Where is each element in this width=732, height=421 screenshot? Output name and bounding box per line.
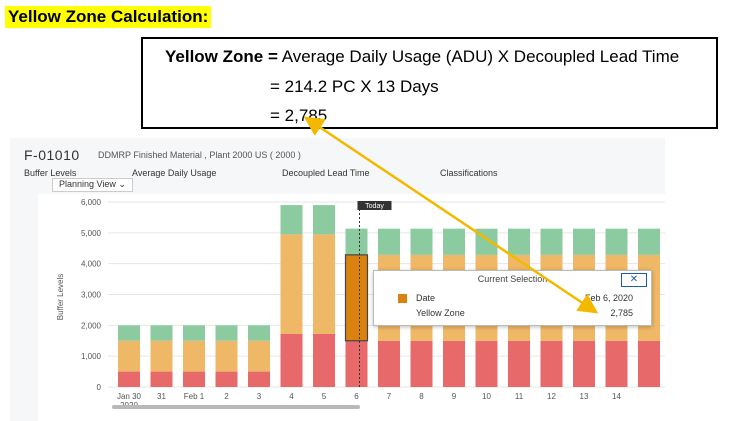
- bar-segment[interactable]: [475, 228, 498, 255]
- bar-segment[interactable]: [605, 340, 628, 387]
- x-tick-label: 13: [580, 392, 589, 401]
- selection-color-swatch: [398, 294, 407, 303]
- x-tick-label: 11: [515, 392, 524, 401]
- tab-average-daily-usage[interactable]: Average Daily Usage: [132, 168, 217, 178]
- today-label: Today: [365, 203, 384, 210]
- date-value: Feb 6, 2020: [584, 293, 633, 303]
- bar-segment[interactable]: [378, 228, 400, 255]
- bar-segment[interactable]: [638, 340, 660, 387]
- page-title: Yellow Zone Calculation:: [5, 6, 212, 28]
- bar-segment[interactable]: [475, 340, 498, 387]
- y-tick-label: 2,000: [81, 321, 102, 330]
- close-button[interactable]: ✕: [621, 273, 647, 287]
- bar-segment[interactable]: [410, 340, 433, 387]
- x-tick-label: 7: [387, 392, 392, 401]
- bar-segment[interactable]: [313, 205, 335, 235]
- x-tick-label: 14: [612, 392, 621, 401]
- x-tick-label: 9: [452, 392, 457, 401]
- y-tick-label: 0: [97, 383, 102, 392]
- bar-segment[interactable]: [215, 325, 238, 341]
- bar-segment[interactable]: [410, 228, 433, 255]
- formula-label: Yellow Zone =: [165, 47, 278, 66]
- x-tick-label: 6: [354, 392, 359, 401]
- chevron-down-icon: ⌄: [118, 179, 126, 189]
- x-tick-label: 2: [224, 392, 229, 401]
- bar-segment[interactable]: [280, 234, 303, 334]
- bar-segment[interactable]: [443, 340, 465, 387]
- bar-segment[interactable]: [540, 340, 563, 387]
- view-select-value: Planning View: [59, 179, 116, 189]
- bar-segment[interactable]: [313, 234, 335, 334]
- bar-segment[interactable]: [345, 340, 368, 387]
- bar-segment[interactable]: [248, 340, 270, 372]
- x-tick-label: 5: [322, 392, 327, 401]
- x-tick-label: Jan 30: [117, 392, 142, 401]
- object-description: DDMRP Finished Material , Plant 2000 US …: [98, 150, 301, 160]
- bar-segment[interactable]: [215, 371, 238, 387]
- bar-segment[interactable]: [248, 325, 270, 341]
- bar-segment[interactable]: [443, 228, 465, 255]
- bar-segment[interactable]: [280, 205, 303, 235]
- y-tick-label: 3,000: [81, 291, 102, 300]
- yellow-zone-value: 2,785: [610, 308, 633, 318]
- x-tick-label: 4: [289, 392, 294, 401]
- formula-line-1: Yellow Zone = Average Daily Usage (ADU) …: [165, 47, 679, 67]
- x-tick-label: 3: [257, 392, 262, 401]
- horizontal-scrollbar[interactable]: [112, 405, 360, 409]
- bar-segment[interactable]: [508, 340, 530, 387]
- bar-segment[interactable]: [313, 333, 335, 387]
- y-axis-label: Buffer Levels: [56, 274, 65, 321]
- bar-segment[interactable]: [280, 333, 303, 387]
- x-tick-label: 31: [157, 392, 166, 401]
- formula-line-2: = 214.2 PC X 13 Days: [270, 77, 439, 96]
- bar-segment[interactable]: [345, 228, 368, 255]
- date-label: Date: [416, 293, 436, 303]
- view-select[interactable]: Planning View ⌄: [52, 178, 133, 192]
- yellow-zone-label: Yellow Zone: [416, 308, 465, 318]
- formula-text: Average Daily Usage (ADU) X Decoupled Le…: [281, 47, 680, 66]
- bar-segment[interactable]: [215, 340, 238, 372]
- y-tick-label: 4,000: [81, 260, 102, 269]
- tab-buffer-levels[interactable]: Buffer Levels: [24, 168, 77, 178]
- bar-segment[interactable]: [540, 228, 563, 255]
- bar-segment[interactable]: [183, 325, 205, 341]
- bar-segment[interactable]: [118, 371, 140, 387]
- x-tick-label: Feb 1: [184, 392, 205, 401]
- close-icon: ✕: [629, 274, 639, 285]
- bar-segment[interactable]: [150, 371, 173, 387]
- x-tick-label: 8: [419, 392, 424, 401]
- bar-segment[interactable]: [378, 340, 400, 387]
- bar-segment[interactable]: [183, 371, 205, 387]
- object-id: F-01010: [24, 147, 80, 163]
- bar-segment[interactable]: [345, 254, 368, 341]
- y-tick-label: 6,000: [81, 198, 102, 207]
- bar-segment[interactable]: [183, 340, 205, 372]
- bar-segment[interactable]: [638, 228, 660, 255]
- bar-segment[interactable]: [118, 340, 140, 372]
- bar-segment[interactable]: [508, 228, 530, 255]
- bar-segment[interactable]: [150, 340, 173, 372]
- bar-segment[interactable]: [605, 228, 628, 255]
- bar-segment[interactable]: [573, 228, 595, 255]
- x-tick-label: 12: [547, 392, 556, 401]
- bar-segment[interactable]: [573, 340, 595, 387]
- x-tick-label: 10: [482, 392, 491, 401]
- formula-box: Yellow Zone = Average Daily Usage (ADU) …: [141, 37, 718, 129]
- popup-title: Current Selection: [477, 274, 548, 284]
- y-tick-label: 5,000: [81, 229, 102, 238]
- bar-segment[interactable]: [118, 325, 140, 341]
- current-selection-popup: Current Selection ✕ Date Feb 6, 2020 Yel…: [373, 270, 652, 326]
- bar-segment[interactable]: [248, 371, 270, 387]
- bar-segment[interactable]: [150, 325, 173, 341]
- y-tick-label: 1,000: [81, 352, 102, 361]
